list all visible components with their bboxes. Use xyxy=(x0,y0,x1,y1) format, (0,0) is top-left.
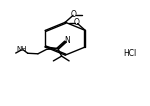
Text: O: O xyxy=(74,18,80,27)
Text: O: O xyxy=(71,10,77,19)
Text: N: N xyxy=(64,36,69,45)
Text: NH: NH xyxy=(17,46,27,52)
Text: HCl: HCl xyxy=(123,49,136,58)
